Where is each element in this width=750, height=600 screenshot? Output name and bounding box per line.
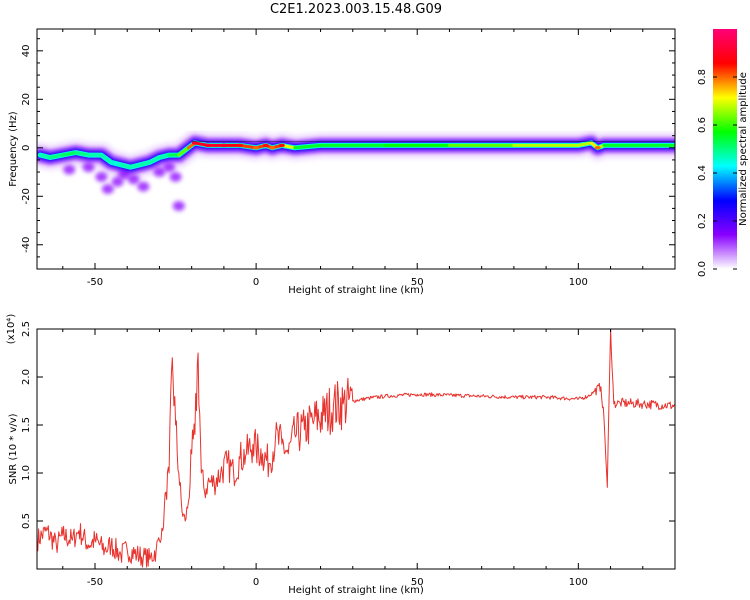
spectral-ridge-segment [148,155,161,164]
spectral-scatter-blob [172,200,185,211]
colorbar-tick-label: 0.0 [697,261,708,277]
y-tick-label: 1.5 [21,417,32,433]
spectral-scatter-blob [163,162,176,173]
spectral-scatter-blob [153,167,166,178]
spectral-ridge-segment [61,151,78,157]
spectrogram-panel: -50 0 50 100 -40 -20 0 20 40 Height of straight … [8,28,676,296]
spectral-ridge-segment [109,160,123,167]
snr-panel: -50 0 50 100 0.5 1.0 1.5 2.0 2.5 Height of strai… [6,314,676,596]
spectral-scatter-blob [101,184,114,194]
x-tick-label: 0 [253,277,259,288]
colorbar-label: Normalized spectral amplitude [738,72,749,226]
spectral-scatter-blob [127,174,140,185]
colorbar-ticks: 0.0 0.2 0.4 0.6 0.8 [697,69,737,277]
x-tick-label: -50 [87,277,103,288]
x-tick-label: 50 [411,277,424,288]
snr-y-scale-label: (x10⁴) [6,314,17,345]
x-tick-label: 50 [411,577,424,588]
x-tick-label: -50 [87,577,103,588]
colorbar-tick-label: 0.6 [697,117,708,133]
spectral-peak [262,143,269,148]
y-tick-label: -40 [21,237,32,253]
spectral-peak [204,143,211,148]
spectrogram-frame [36,28,676,270]
y-tick-label: 0 [21,145,32,151]
x-tick-label: 0 [253,577,259,588]
spectral-ridge-segment [293,143,323,150]
snr-frame [36,328,676,570]
colorbar: 0.0 0.2 0.4 0.6 0.8 Normalized spectral ampl… [697,29,749,277]
spectral-scatter-blob [95,171,108,182]
snr-series-line [37,329,675,568]
x-tick-label: 100 [569,277,588,288]
spectral-scatter-blob [118,169,130,180]
spectrogram-y-axis-label: Frequency (Hz) [8,111,19,187]
spectral-ridge-segment [74,151,91,157]
spectral-peak [253,145,260,150]
spectral-peak [269,145,276,150]
figure-title: C2E1.2023.003.15.48.G09 [270,2,442,17]
spectral-scatter-blob [137,181,150,192]
y-tick-label: 20 [21,93,32,106]
y-tick-label: 0.5 [21,513,32,529]
spectral-ridge-segment [138,160,152,167]
spectral-ridge-segment [99,153,113,164]
spectral-ridge-segment [177,146,190,157]
spectral-scatter-blob [63,164,76,175]
spectral-peak [220,143,227,148]
colorbar-gradient [713,29,737,269]
spectral-scatter-blob [111,176,124,187]
spectral-ridge-segment [128,163,142,169]
spectral-ridge-segment [48,153,65,159]
spectrogram-x-axis-label: Height of straight line (km) [288,285,424,296]
snr-ticks: -50 0 50 100 0.5 1.0 1.5 2.0 2.5 [21,321,676,588]
spectral-peak [237,143,243,148]
snr-y-axis-label: SNR (10 * v/v) [8,413,19,484]
y-tick-label: 1.0 [21,465,32,481]
x-tick-label: 100 [569,577,588,588]
y-tick-label: 40 [21,44,32,57]
y-tick-label: 2.0 [21,369,32,385]
spectral-scatter-blob [82,162,95,173]
colorbar-tick-label: 0.8 [697,69,708,85]
spectral-peak [278,143,285,148]
spectral-ridge-segment [157,153,171,159]
y-tick-label: -20 [21,188,32,204]
snr-x-axis-label: Height of straight line (km) [288,585,424,596]
spectral-peak [191,141,198,145]
colorbar-tick-label: 0.2 [697,213,708,229]
spectral-peak [594,145,601,150]
spectrogram-ticks: -50 0 50 100 -40 -20 0 20 40 [21,29,676,288]
spectral-scatter-blob [169,171,182,182]
colorbar-tick-label: 0.4 [697,165,708,181]
spectral-ridge-segment [119,163,132,169]
spectral-ridge-segment [38,153,52,159]
spectrogram-heatmap [37,129,675,211]
spectral-ridge-segment [576,141,593,147]
y-tick-label: 2.5 [21,321,32,337]
